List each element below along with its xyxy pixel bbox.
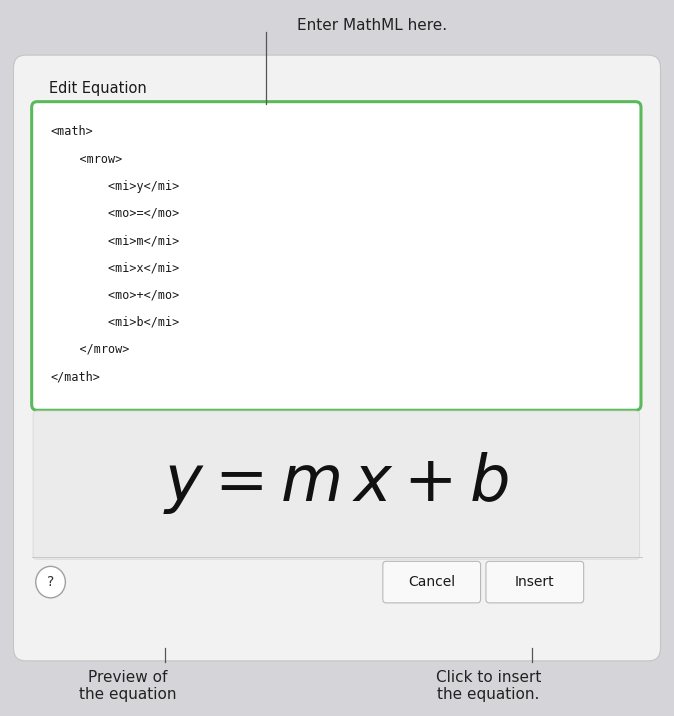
Text: <mrow>: <mrow> [51,153,122,165]
Text: <mo>=</mo>: <mo>=</mo> [51,207,179,220]
Text: Cancel: Cancel [408,575,455,589]
Text: <mi>b</mi>: <mi>b</mi> [51,316,179,329]
Text: <math>: <math> [51,125,93,138]
Text: </math>: </math> [51,370,100,383]
FancyBboxPatch shape [33,411,640,559]
Text: ?: ? [47,575,54,589]
Text: <mi>y</mi>: <mi>y</mi> [51,180,179,193]
Circle shape [36,566,65,598]
Text: $\mathit{y} = \mathit{m}\,\mathit{x} + \mathit{b}$: $\mathit{y} = \mathit{m}\,\mathit{x} + \… [162,450,509,516]
FancyBboxPatch shape [486,561,584,603]
Text: Enter MathML here.: Enter MathML here. [297,19,447,33]
Text: </mrow>: </mrow> [51,343,129,356]
FancyBboxPatch shape [13,55,661,661]
Text: <mo>+</mo>: <mo>+</mo> [51,289,179,301]
Text: <mi>m</mi>: <mi>m</mi> [51,234,179,247]
FancyBboxPatch shape [383,561,481,603]
FancyBboxPatch shape [32,102,641,410]
Text: <mi>x</mi>: <mi>x</mi> [51,261,179,274]
Text: Preview of
the equation: Preview of the equation [80,669,177,702]
Text: Edit Equation: Edit Equation [49,81,146,95]
Text: Insert: Insert [515,575,555,589]
Text: Click to insert
the equation.: Click to insert the equation. [436,669,541,702]
